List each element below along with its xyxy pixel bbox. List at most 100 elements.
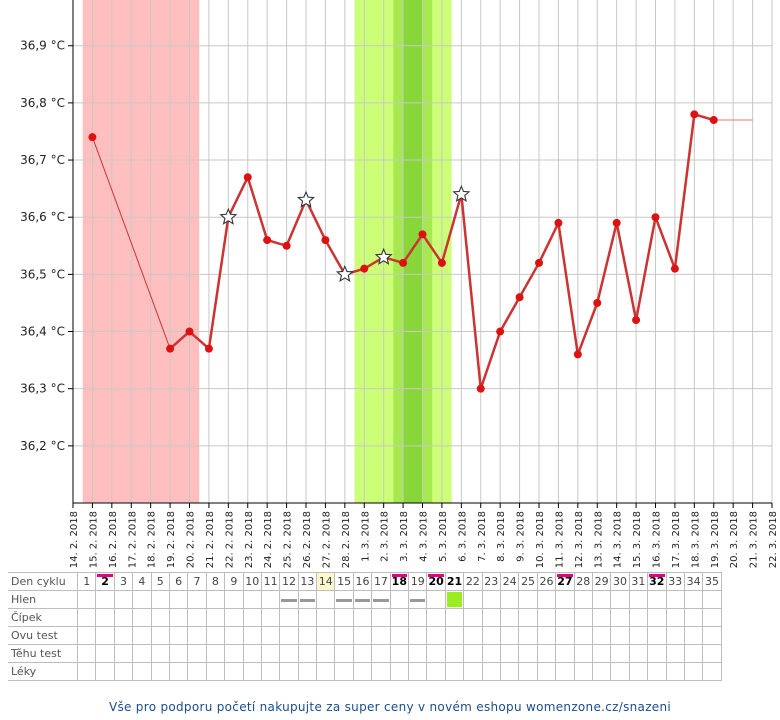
entry-cell[interactable] [187,662,207,681]
entry-cell[interactable] [352,608,373,627]
entry-cell[interactable] [444,590,465,609]
entry-cell[interactable] [224,662,244,681]
entry-cell[interactable] [683,590,704,609]
entry-cell[interactable] [316,644,336,663]
entry-cell[interactable] [628,662,649,681]
entry-cell[interactable] [665,662,685,681]
entry-cell[interactable] [444,644,465,663]
entry-cell[interactable] [555,626,575,645]
entry-cell[interactable] [371,608,391,627]
entry-cell[interactable] [334,662,354,681]
entry-cell[interactable] [371,590,391,609]
entry-cell[interactable] [518,644,538,663]
entry-cell[interactable] [555,662,575,681]
entry-cell[interactable] [113,662,134,681]
entry-cell[interactable] [591,644,612,663]
entry-cell[interactable] [371,626,391,645]
entry-cell[interactable] [499,590,520,609]
entry-cell[interactable] [242,590,262,609]
entry-cell[interactable] [352,626,373,645]
entry-cell[interactable] [518,662,538,681]
entry-cell[interactable] [132,662,152,681]
entry-cell[interactable] [481,644,501,663]
entry-cell[interactable] [610,590,630,609]
entry-cell[interactable] [444,662,465,681]
entry-cell[interactable] [205,626,226,645]
entry-cell[interactable] [132,626,152,645]
entry-cell[interactable] [389,608,410,627]
entry-cell[interactable] [95,608,115,627]
entry-cell[interactable] [279,626,299,645]
entry-cell[interactable] [297,662,318,681]
entry-cell[interactable] [702,644,722,663]
entry-cell[interactable] [463,662,483,681]
entry-cell[interactable] [573,608,593,627]
entry-cell[interactable] [316,662,336,681]
entry-cell[interactable] [573,644,593,663]
entry-cell[interactable] [187,608,207,627]
entry-cell[interactable] [334,626,354,645]
entry-cell[interactable] [389,590,410,609]
entry-cell[interactable] [408,644,428,663]
entry-cell[interactable] [610,626,630,645]
entry-cell[interactable] [591,590,612,609]
entry-cell[interactable] [187,626,207,645]
entry-cell[interactable] [224,644,244,663]
entry-cell[interactable] [555,590,575,609]
entry-cell[interactable] [279,644,299,663]
entry-cell[interactable] [389,662,410,681]
entry-cell[interactable] [591,608,612,627]
entry-cell[interactable] [113,644,134,663]
entry-cell[interactable] [591,626,612,645]
entry-cell[interactable] [573,662,593,681]
entry-cell[interactable] [499,608,520,627]
entry-cell[interactable] [555,644,575,663]
entry-cell[interactable] [95,662,115,681]
entry-cell[interactable] [389,626,410,645]
entry-cell[interactable] [113,608,134,627]
entry-cell[interactable] [242,608,262,627]
entry-cell[interactable] [352,644,373,663]
entry-cell[interactable] [371,662,391,681]
entry-cell[interactable] [150,644,170,663]
entry-cell[interactable] [481,608,501,627]
entry-cell[interactable] [76,626,97,645]
entry-cell[interactable] [665,590,685,609]
entry-cell[interactable] [95,626,115,645]
entry-cell[interactable] [536,590,557,609]
entry-cell[interactable] [224,608,244,627]
entry-cell[interactable] [224,590,244,609]
entry-cell[interactable] [150,608,170,627]
entry-cell[interactable] [279,662,299,681]
entry-cell[interactable] [316,590,336,609]
entry-cell[interactable] [334,608,354,627]
entry-cell[interactable] [297,626,318,645]
entry-cell[interactable] [205,608,226,627]
entry-cell[interactable] [628,608,649,627]
entry-cell[interactable] [536,644,557,663]
entry-cell[interactable] [702,608,722,627]
entry-cell[interactable] [499,644,520,663]
entry-cell[interactable] [352,662,373,681]
entry-cell[interactable] [371,644,391,663]
entry-cell[interactable] [426,626,446,645]
entry-cell[interactable] [113,626,134,645]
entry-cell[interactable] [242,626,262,645]
entry-cell[interactable] [76,608,97,627]
entry-cell[interactable] [408,662,428,681]
entry-cell[interactable] [463,626,483,645]
entry-cell[interactable] [168,644,189,663]
entry-cell[interactable] [536,662,557,681]
entry-cell[interactable] [444,608,465,627]
entry-cell[interactable] [205,662,226,681]
entry-cell[interactable] [444,626,465,645]
entry-cell[interactable] [95,644,115,663]
entry-cell[interactable] [168,608,189,627]
entry-cell[interactable] [426,662,446,681]
entry-cell[interactable] [591,662,612,681]
entry-cell[interactable] [132,644,152,663]
entry-cell[interactable] [168,662,189,681]
entry-cell[interactable] [95,590,115,609]
entry-cell[interactable] [205,590,226,609]
entry-cell[interactable] [168,590,189,609]
